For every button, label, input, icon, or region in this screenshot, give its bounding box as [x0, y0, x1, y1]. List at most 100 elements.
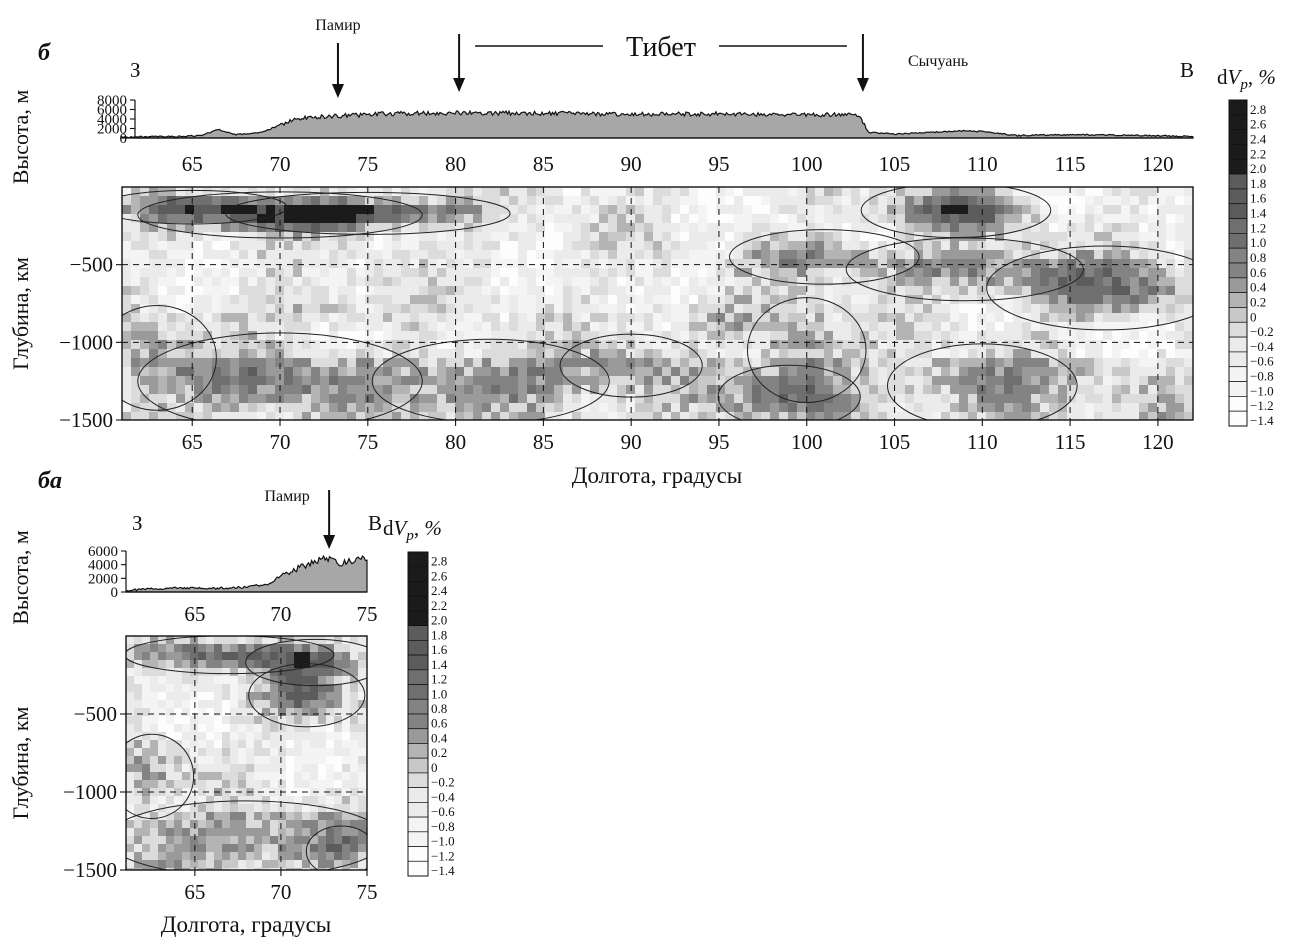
map-cell: [239, 412, 249, 420]
map-cell: [185, 412, 195, 420]
map-cell: [257, 340, 267, 350]
map-cell: [779, 196, 789, 206]
map-cell: [743, 241, 753, 251]
map-cell: [1166, 358, 1176, 368]
map-cell: [350, 852, 359, 861]
map-cell: [206, 756, 215, 765]
map-cell: [140, 385, 150, 395]
map-cell: [326, 860, 335, 869]
map-cell: [326, 756, 335, 765]
map-cell: [212, 340, 222, 350]
map-cell: [257, 277, 267, 287]
map-cell: [246, 796, 255, 805]
map-cell: [1094, 232, 1104, 242]
map-cell: [1130, 376, 1140, 386]
map-cell: [824, 331, 834, 341]
map-cell: [182, 732, 191, 741]
map-cell: [140, 259, 150, 269]
map-cell: [254, 812, 263, 821]
map-cell: [266, 268, 276, 278]
map-cell: [878, 232, 888, 242]
map-cell: [581, 340, 591, 350]
map-cell: [334, 764, 343, 773]
colorbar-tick-label: 2.0: [431, 613, 447, 628]
map-cell: [122, 250, 132, 260]
map-cell: [1085, 241, 1095, 251]
map-cell: [150, 716, 159, 725]
map-cell: [383, 232, 393, 242]
map-cell: [329, 376, 339, 386]
map-cell: [342, 636, 351, 645]
map-cell: [833, 331, 843, 341]
map-cell: [419, 241, 429, 251]
map-cell: [581, 187, 591, 197]
map-cell: [878, 385, 888, 395]
map-cell: [126, 820, 135, 829]
map-cell: [142, 756, 151, 765]
map-cell: [1139, 376, 1149, 386]
map-cell: [995, 250, 1005, 260]
map-cell: [671, 223, 681, 233]
map-cell: [294, 716, 303, 725]
map-cell: [254, 828, 263, 837]
map-cell: [689, 277, 699, 287]
map-cell: [698, 412, 708, 420]
map-cell: [815, 340, 825, 350]
map-cell: [680, 232, 690, 242]
colorbar: 2.82.62.42.22.01.81.61.41.21.00.80.60.40…: [383, 516, 455, 878]
map-cell: [662, 385, 672, 395]
map-cell: [554, 340, 564, 350]
depth-tick-label: −1500: [59, 408, 113, 432]
map-cell: [1013, 367, 1023, 377]
map-cell: [294, 708, 303, 717]
x-tick-label: 65: [184, 880, 205, 904]
map-cell: [977, 331, 987, 341]
map-cell: [626, 367, 636, 377]
map-cell: [734, 295, 744, 305]
map-cell: [1040, 214, 1050, 224]
map-cell: [310, 756, 319, 765]
map-cell: [149, 349, 159, 359]
map-cell: [1040, 376, 1050, 386]
map-cell: [554, 214, 564, 224]
map-cell: [1103, 304, 1113, 314]
map-cell: [174, 692, 183, 701]
map-cell: [797, 376, 807, 386]
map-cell: [437, 412, 447, 420]
map-cell: [302, 394, 312, 404]
map-cell: [122, 340, 132, 350]
map-cell: [1184, 331, 1193, 341]
map-cell: [214, 852, 223, 861]
map-cell: [707, 295, 717, 305]
map-cell: [869, 385, 879, 395]
map-cell: [806, 385, 816, 395]
map-cell: [815, 214, 825, 224]
map-cell: [230, 340, 240, 350]
map-cell: [896, 331, 906, 341]
map-cell: [923, 304, 933, 314]
map-cell: [770, 286, 780, 296]
map-cell: [437, 358, 447, 368]
map-cell: [194, 385, 204, 395]
map-cell: [941, 331, 951, 341]
map-cell: [142, 764, 151, 773]
map-cell: [182, 644, 191, 653]
map-cell: [293, 304, 303, 314]
map-cell: [995, 322, 1005, 332]
map-cell: [302, 367, 312, 377]
map-cell: [1013, 376, 1023, 386]
map-cell: [563, 187, 573, 197]
map-cell: [1067, 187, 1077, 197]
map-cell: [581, 223, 591, 233]
map-cell: [176, 394, 186, 404]
map-cell: [206, 820, 215, 829]
map-cell: [581, 412, 591, 420]
map-cell: [1094, 187, 1104, 197]
map-cell: [246, 692, 255, 701]
map-cell: [158, 412, 168, 420]
map-cell: [887, 322, 897, 332]
map-cell: [149, 205, 159, 215]
map-cell: [941, 259, 951, 269]
map-cell: [257, 385, 267, 395]
map-cell: [671, 331, 681, 341]
